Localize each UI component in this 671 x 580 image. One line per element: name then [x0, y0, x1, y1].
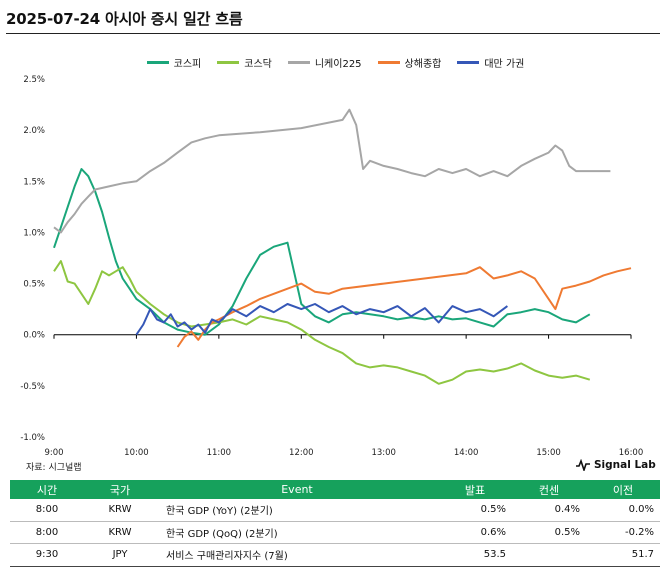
header-actual: 발표 — [438, 480, 512, 499]
series-line-5 — [135, 303, 508, 336]
header-country: 국가 — [84, 480, 156, 499]
legend-swatch — [377, 61, 400, 64]
x-tick-label: 9:00 — [44, 448, 63, 458]
page-title: 2025-07-24 아시아 증시 일간 흐름 — [6, 10, 243, 28]
y-tick-label: 1.5% — [23, 177, 45, 187]
legend-label: 대만 가권 — [484, 59, 525, 70]
x-tick-label: 16:00 — [619, 448, 644, 458]
cell-previous: 0.0% — [586, 499, 660, 522]
y-tick-label: 0.5% — [23, 280, 45, 290]
cell-actual: 53.5 — [438, 543, 512, 567]
cell-time: 9:30 — [10, 543, 84, 567]
series-line-3 — [53, 108, 611, 234]
series-line-4 — [176, 266, 632, 348]
table-row: 9:30 JPY 서비스 구매관리자지수 (7월) 53.5 51.7 — [10, 543, 660, 567]
x-tick-label: 14:00 — [454, 448, 479, 458]
legend-swatch — [457, 61, 480, 64]
y-tick-label: -1.0% — [20, 433, 45, 443]
cell-country: JPY — [84, 543, 156, 567]
cell-country: KRW — [84, 521, 156, 544]
brand-name: Signal Lab — [594, 459, 656, 471]
x-tick-label: 10:00 — [124, 448, 149, 458]
x-tick-label: 13:00 — [371, 448, 396, 458]
x-tick-label: 11:00 — [207, 448, 232, 458]
cell-actual: 0.5% — [438, 499, 512, 522]
x-tick-label: 12:00 — [289, 448, 314, 458]
cell-event: 서비스 구매관리자지수 (7월) — [156, 543, 438, 567]
economic-events-table: 시간 국가 Event 발표 컨센 이전 8:00 KRW 한국 GDP (Yo… — [10, 480, 660, 567]
legend-swatch — [217, 61, 240, 64]
header-consensus: 컨센 — [512, 480, 586, 499]
series-line-2 — [53, 260, 591, 385]
chart-legend: 코스피 코스닥 니케이225 상해종합 대만 가권 — [0, 55, 671, 70]
x-tick-label: 15:00 — [536, 448, 561, 458]
cell-actual: 0.6% — [438, 521, 512, 544]
source-note: 자료: 시그널랩 — [26, 463, 82, 473]
legend-label: 코스피 — [173, 59, 202, 70]
signal-wave-icon — [576, 459, 590, 471]
cell-time: 8:00 — [10, 499, 84, 522]
y-tick-label: 0.0% — [23, 331, 45, 341]
cell-consensus — [512, 543, 586, 567]
legend-item-5: 대만 가권 — [457, 55, 524, 70]
y-tick-label: -0.5% — [20, 382, 45, 392]
legend-label: 니케이225 — [314, 59, 362, 70]
cell-country: KRW — [84, 499, 156, 522]
header-previous: 이전 — [586, 480, 660, 499]
title-divider — [6, 33, 660, 34]
y-tick-label: 1.0% — [23, 228, 45, 238]
cell-previous: -0.2% — [586, 521, 660, 544]
table-header-row: 시간 국가 Event 발표 컨센 이전 — [10, 480, 660, 499]
y-tick-label: 2.0% — [23, 126, 45, 136]
cell-consensus: 0.5% — [512, 521, 586, 544]
cell-previous: 51.7 — [586, 543, 660, 567]
legend-swatch — [287, 61, 310, 64]
legend-item-1: 코스피 — [146, 55, 202, 70]
legend-swatch — [146, 61, 169, 64]
table-row: 8:00 KRW 한국 GDP (YoY) (2분기) 0.5% 0.4% 0.… — [10, 499, 660, 522]
table-row: 8:00 KRW 한국 GDP (QoQ) (2분기) 0.6% 0.5% -0… — [10, 521, 660, 544]
cell-event: 한국 GDP (QoQ) (2분기) — [156, 521, 438, 544]
series-line-1 — [53, 168, 591, 336]
cell-consensus: 0.4% — [512, 499, 586, 522]
cell-time: 8:00 — [10, 521, 84, 544]
legend-item-4: 상해종합 — [377, 55, 442, 70]
y-tick-label: 2.5% — [23, 75, 45, 85]
brand-logo: Signal Lab — [576, 459, 656, 471]
legend-item-2: 코스닥 — [217, 55, 272, 70]
cell-event: 한국 GDP (YoY) (2분기) — [156, 499, 438, 522]
header-time: 시간 — [10, 480, 84, 499]
line-chart: 2.5% 2.0% 1.5% 1.0% 0.5% 0.0% -0.5% -1.0% 9:00 10… — [20, 75, 644, 458]
legend-label: 상해종합 — [404, 59, 442, 70]
legend-item-3: 니케이225 — [287, 55, 362, 70]
legend-label: 코스닥 — [244, 59, 272, 70]
header-event: Event — [156, 480, 438, 499]
